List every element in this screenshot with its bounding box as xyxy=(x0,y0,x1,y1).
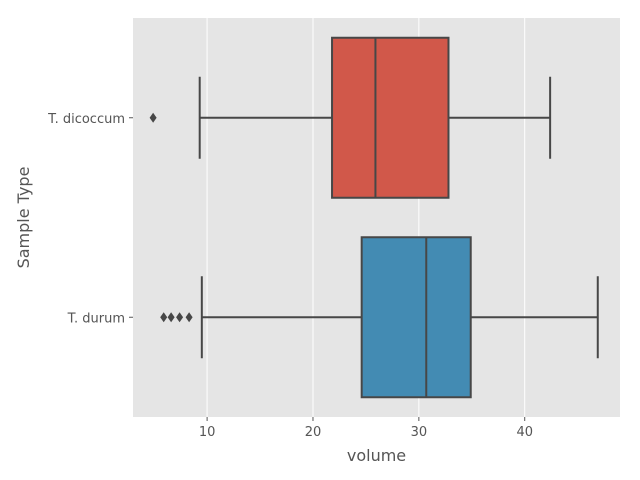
y-axis-title: Sample Type xyxy=(14,167,33,269)
box-marks xyxy=(149,36,599,399)
box xyxy=(331,36,450,199)
x-tick-label: 30 xyxy=(411,425,428,440)
x-tick-labels: 10 20 30 40 xyxy=(199,417,533,440)
y-tick-label: T. durum xyxy=(67,311,125,326)
y-tick-labels: T. dicoccum T. durum xyxy=(47,112,133,326)
box-group-1 xyxy=(160,236,599,399)
x-tick-label: 10 xyxy=(199,425,216,440)
outlier-point xyxy=(176,312,184,323)
outlier-point xyxy=(149,112,157,123)
x-tick-label: 40 xyxy=(516,425,533,440)
x-axis-title: volume xyxy=(347,446,406,465)
y-tick-label: T. dicoccum xyxy=(47,112,125,127)
box xyxy=(360,236,472,399)
x-tick-label: 20 xyxy=(305,425,322,440)
outlier-point xyxy=(160,312,168,323)
outlier-point xyxy=(185,312,193,323)
box-group-0 xyxy=(149,36,552,199)
outlier-point xyxy=(167,312,175,323)
